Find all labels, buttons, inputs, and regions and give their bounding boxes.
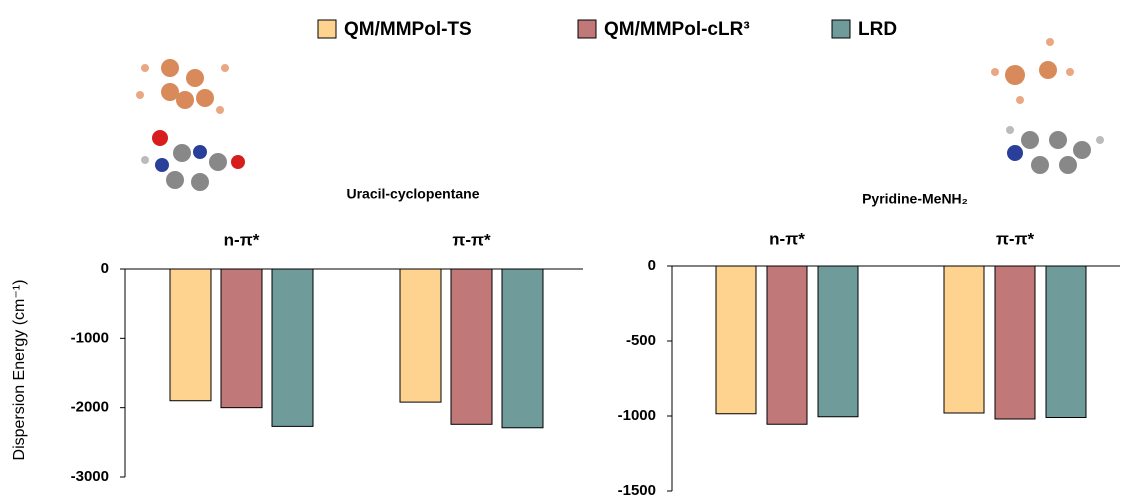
y-tick-label: 0 (101, 260, 109, 277)
y-tick-label: -2000 (71, 399, 109, 416)
legend-label: QM/MMPol-TS (344, 19, 472, 40)
bar: LRD (272, 269, 313, 426)
bar: QM/MMPol-TS (170, 269, 211, 401)
y-tick-label: -1500 (618, 482, 656, 499)
bar: QM/MMPol-TS (716, 266, 756, 414)
molecule-uracil (136, 59, 245, 191)
bar: QM/MMPol-TS (400, 269, 441, 402)
category-label: n-π* (769, 229, 805, 248)
bar: LRD (502, 269, 543, 428)
category-label: π-π* (452, 230, 491, 249)
bar: LRD (818, 266, 858, 417)
y-axis-label: Dispersion Energy (cm⁻¹) (11, 280, 28, 461)
legend-swatch (578, 20, 596, 38)
bar: QM/MMPol-cLR³ (221, 269, 262, 408)
y-tick-label: -1000 (618, 407, 656, 424)
y-tick-label: -500 (626, 332, 656, 349)
bar: QM/MMPol-TS (944, 266, 984, 413)
bar: QM/MMPol-cLR³ (451, 269, 492, 424)
legend-swatch (318, 20, 336, 38)
category-label: π-π* (996, 229, 1035, 248)
y-tick-label: 0 (648, 257, 656, 274)
y-tick-label: -3000 (71, 468, 109, 485)
y-tick-label: -1000 (71, 329, 109, 346)
bar: QM/MMPol-cLR³ (767, 266, 807, 424)
bar: QM/MMPol-cLR³ (995, 266, 1035, 419)
legend-label: LRD (858, 19, 897, 40)
figure: Uracil-cyclopentane Pyridine-MeNH₂ Dispe… (0, 0, 1122, 499)
chart-title: Pyridine-MeNH₂ (862, 191, 968, 207)
bar: LRD (1046, 266, 1086, 418)
legend-swatch (832, 20, 850, 38)
legend-label: QM/MMPol-cLR³ (604, 19, 750, 40)
molecule-pyridine (991, 38, 1104, 174)
chart-title: Uracil-cyclopentane (346, 186, 479, 202)
category-label: n-π* (224, 230, 260, 249)
